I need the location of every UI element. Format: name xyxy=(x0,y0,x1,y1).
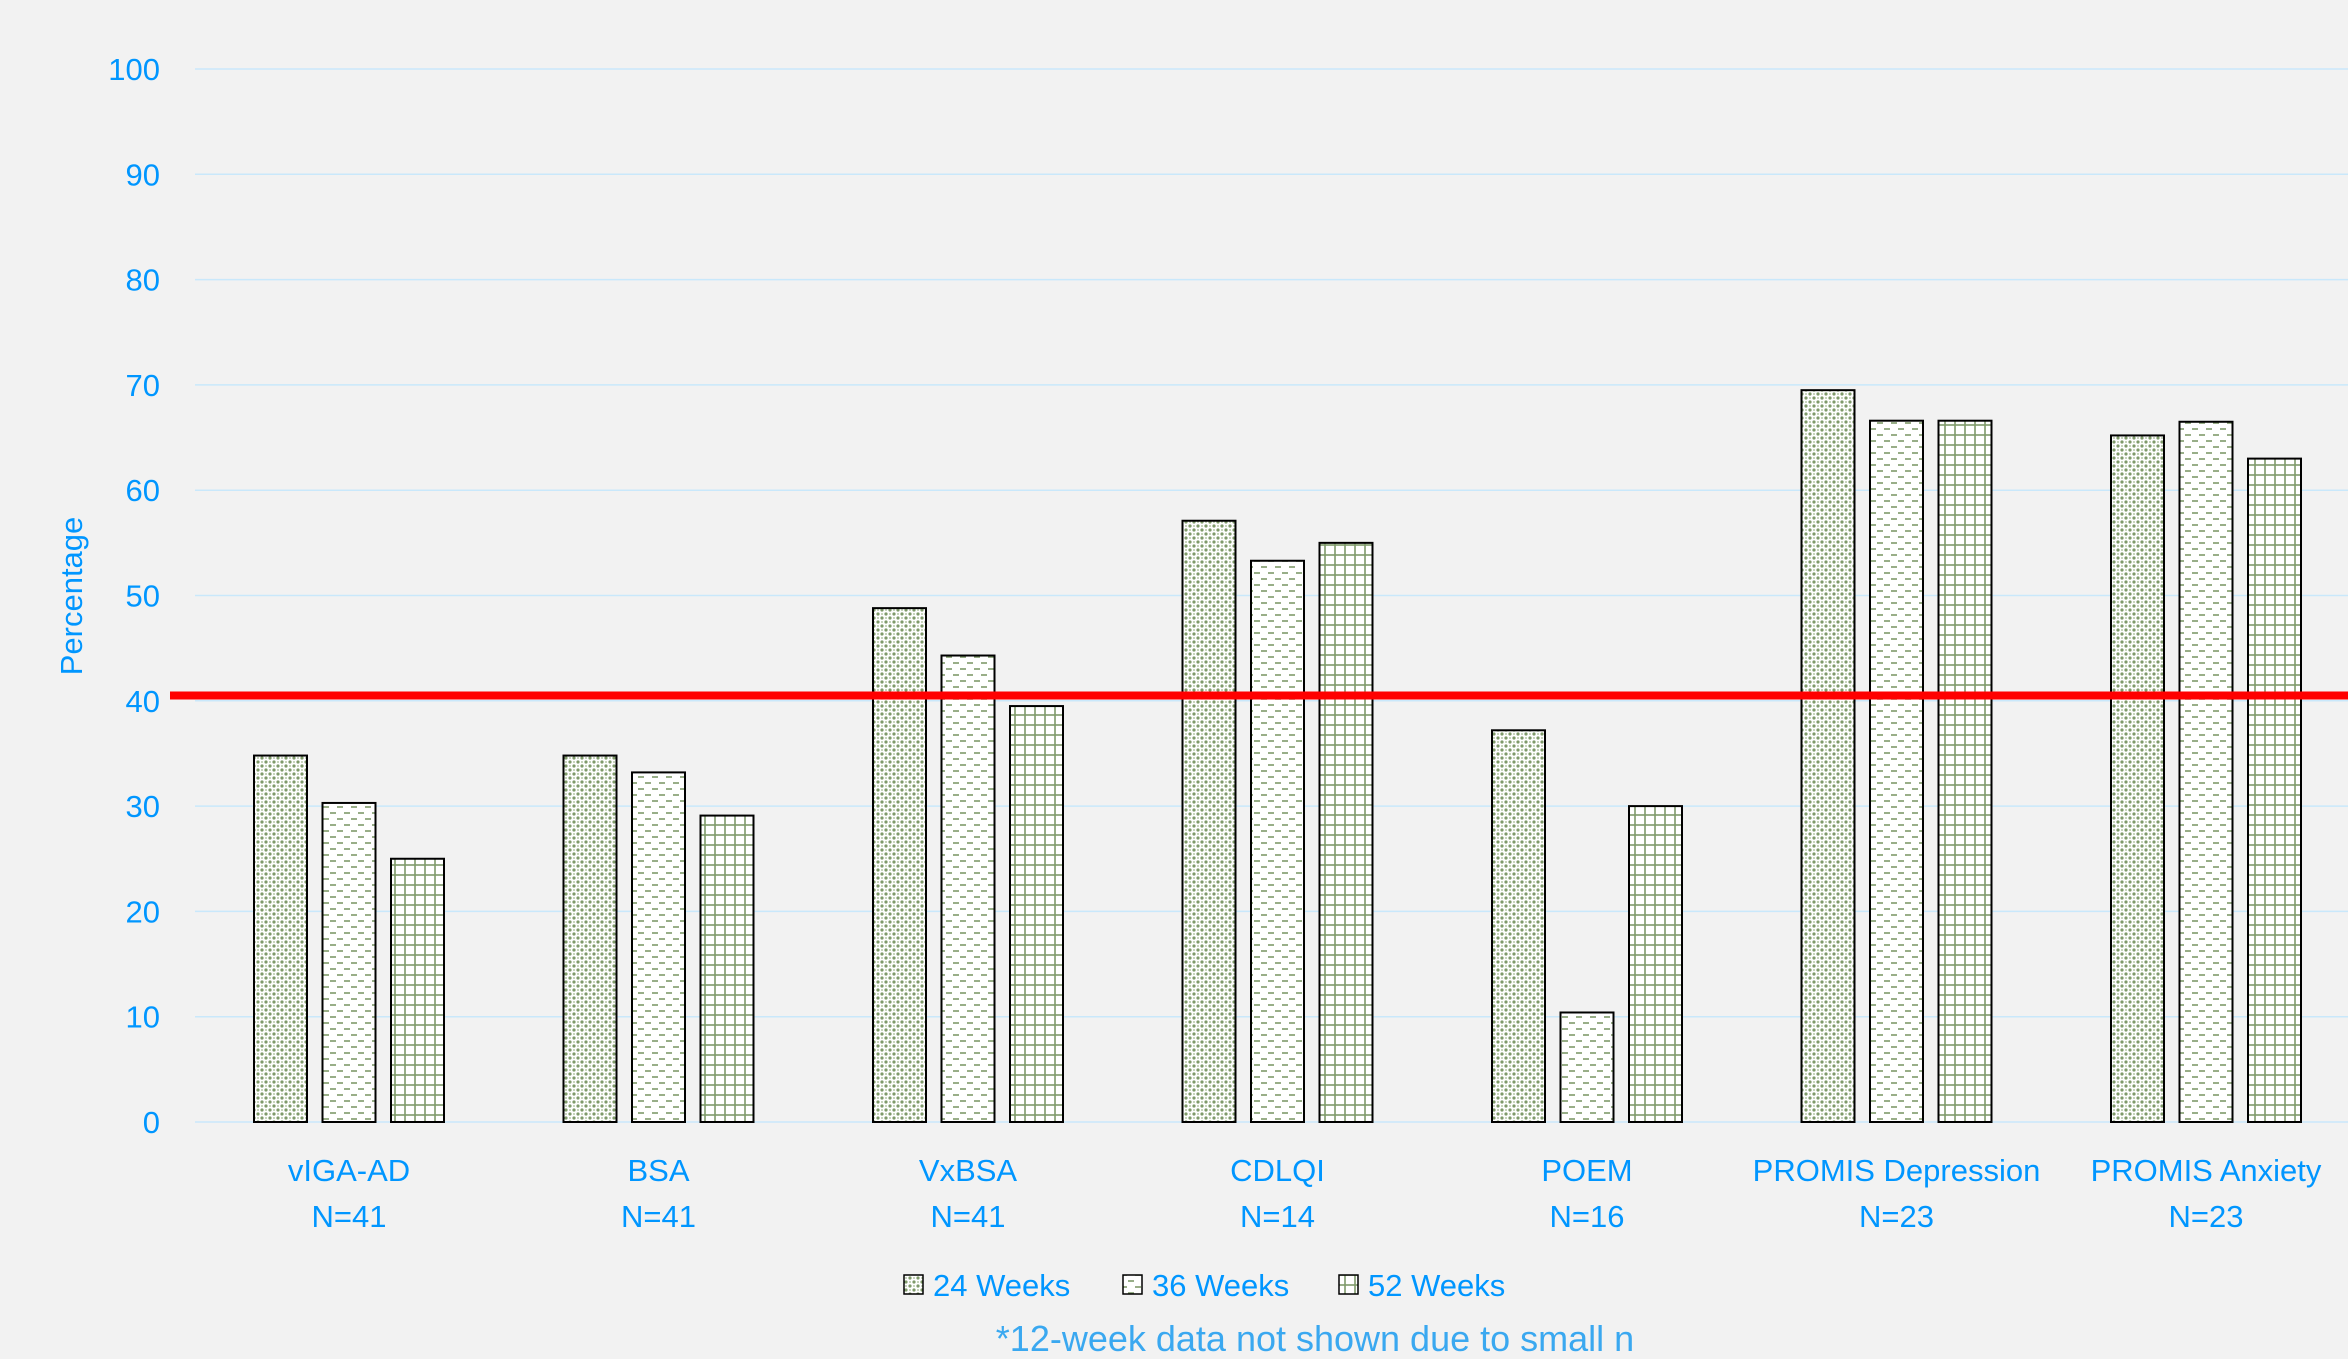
bar-36-weeks-vxbsa xyxy=(940,654,996,1123)
legend-swatch-36-weeks xyxy=(1122,1274,1143,1295)
bar-36-weeks-promis-depression xyxy=(1869,419,1924,1123)
bar-52-weeks-bsa xyxy=(699,814,755,1124)
legend-swatch-52-weeks xyxy=(1338,1274,1359,1295)
x-category-n-label: N=23 xyxy=(2169,1199,2244,1234)
x-category-label: PROMIS Anxiety xyxy=(2091,1153,2322,1188)
legend-label: 52 Weeks xyxy=(1368,1268,1505,1303)
y-tick-label: 20 xyxy=(126,894,160,929)
bar-52-weeks-poem xyxy=(1628,805,1683,1123)
bar-24-weeks-viga-ad xyxy=(253,754,308,1124)
y-tick-label: 100 xyxy=(108,52,160,87)
x-category-n-label: N=41 xyxy=(621,1199,696,1234)
legend-label: 36 Weeks xyxy=(1152,1268,1289,1303)
footnote: *12-week data not shown due to small n xyxy=(996,1318,1634,1354)
x-category-n-label: N=41 xyxy=(312,1199,387,1234)
legend: 24 Weeks 36 Weeks 52 Weeks xyxy=(903,1268,1505,1303)
x-category-label: vIGA-AD xyxy=(288,1153,410,1188)
y-axis-label: Percentage xyxy=(54,517,89,676)
bar-24-weeks-bsa xyxy=(562,754,618,1124)
y-tick-label: 70 xyxy=(126,368,160,403)
bars xyxy=(253,389,2302,1124)
x-category-n-label: N=23 xyxy=(1859,1199,1934,1234)
bar-36-weeks-promis-anxiety xyxy=(2178,420,2234,1123)
bar-52-weeks-promis-anxiety xyxy=(2247,457,2302,1123)
y-tick-label: 10 xyxy=(126,1000,160,1035)
y-tick-label: 0 xyxy=(143,1105,160,1140)
bar-36-weeks-bsa xyxy=(631,771,686,1123)
y-tick-label: 80 xyxy=(126,263,160,298)
bar-52-weeks-vxbsa xyxy=(1009,705,1064,1123)
x-category-n-label: N=41 xyxy=(931,1199,1006,1234)
bar-36-weeks-viga-ad xyxy=(321,801,377,1123)
x-category-label: BSA xyxy=(627,1153,689,1188)
legend-label: 24 Weeks xyxy=(933,1268,1070,1303)
x-category-label: CDLQI xyxy=(1230,1153,1325,1188)
legend-swatch-24-weeks xyxy=(903,1274,924,1295)
bar-52-weeks-viga-ad xyxy=(390,857,445,1123)
x-category-label: VxBSA xyxy=(919,1153,1018,1188)
y-tick-label: 90 xyxy=(126,157,160,192)
bar-24-weeks-cdlqi xyxy=(1181,519,1237,1123)
x-category-n-label: N=16 xyxy=(1550,1199,1625,1234)
y-tick-label: 40 xyxy=(126,684,160,719)
x-category-label: PROMIS Depression xyxy=(1753,1153,2041,1188)
bar-36-weeks-poem xyxy=(1559,1011,1615,1123)
x-category-label: POEM xyxy=(1541,1153,1632,1188)
bar-24-weeks-promis-anxiety xyxy=(2110,434,2165,1124)
bar-52-weeks-promis-depression xyxy=(1937,419,1993,1123)
y-tick-label: 60 xyxy=(126,473,160,508)
bar-24-weeks-poem xyxy=(1491,729,1546,1123)
x-axis-category-labels: vIGA-AD N=41 BSA N=41 VxBSA N=41 CDLQI N=14 POEM… xyxy=(288,1153,2322,1234)
bar-36-weeks-cdlqi xyxy=(1250,559,1305,1123)
y-axis-ticks: 0 10 20 30 40 50 60 70 80 90 100 xyxy=(108,52,160,1140)
bar-24-weeks-vxbsa xyxy=(872,607,927,1123)
x-category-n-label: N=14 xyxy=(1240,1199,1315,1234)
y-tick-label: 30 xyxy=(126,789,160,824)
y-tick-label: 50 xyxy=(126,579,160,614)
bar-52-weeks-cdlqi xyxy=(1318,541,1374,1123)
bar-24-weeks-promis-depression xyxy=(1800,389,1856,1124)
